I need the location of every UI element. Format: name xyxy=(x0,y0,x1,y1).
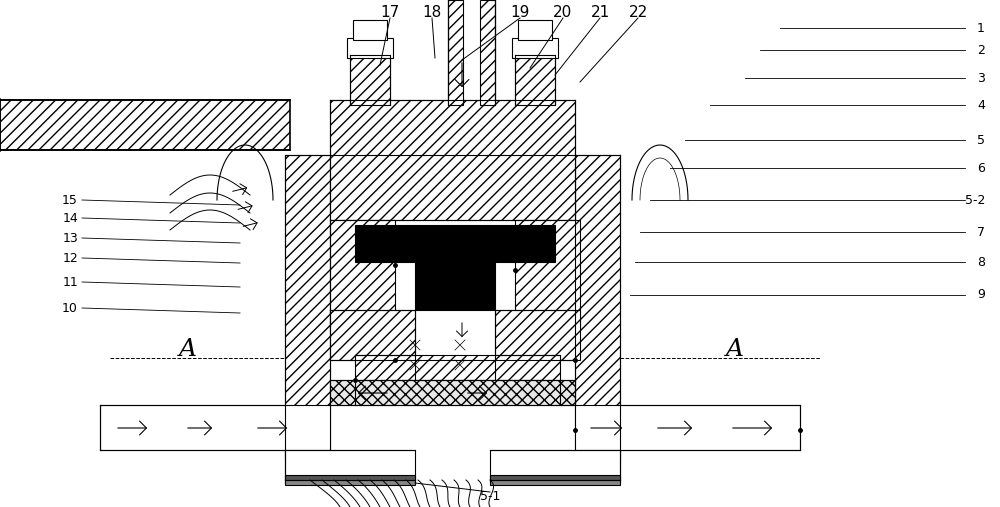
Bar xyxy=(575,155,620,460)
Bar xyxy=(330,310,415,360)
Bar xyxy=(490,475,620,483)
Bar xyxy=(330,100,575,220)
Text: 13: 13 xyxy=(62,232,78,244)
Bar xyxy=(285,480,415,485)
Bar xyxy=(330,380,575,405)
Text: A: A xyxy=(179,339,197,361)
Bar xyxy=(448,0,463,105)
Bar xyxy=(515,220,580,330)
Text: 22: 22 xyxy=(628,5,648,19)
Bar xyxy=(480,0,495,105)
Bar xyxy=(330,220,395,330)
Bar xyxy=(100,405,330,450)
Bar xyxy=(347,38,393,58)
Text: 5-2: 5-2 xyxy=(965,194,985,206)
Text: 17: 17 xyxy=(380,5,400,19)
Text: 14: 14 xyxy=(62,211,78,225)
Text: 7: 7 xyxy=(977,226,985,238)
Text: A: A xyxy=(726,339,744,361)
Bar xyxy=(495,310,580,360)
Text: 11: 11 xyxy=(62,275,78,288)
Polygon shape xyxy=(415,262,495,310)
Text: 2: 2 xyxy=(977,44,985,56)
Text: 15: 15 xyxy=(62,194,78,206)
Text: 6: 6 xyxy=(977,162,985,174)
Text: 12: 12 xyxy=(62,251,78,265)
Bar xyxy=(0,100,290,150)
Bar xyxy=(490,480,620,485)
Bar xyxy=(575,405,800,450)
Bar xyxy=(490,450,620,480)
Text: 1: 1 xyxy=(977,21,985,34)
Bar xyxy=(355,355,560,380)
Text: 20: 20 xyxy=(553,5,573,19)
Bar xyxy=(285,450,415,480)
Text: 19: 19 xyxy=(510,5,530,19)
Bar xyxy=(518,20,552,40)
Text: 21: 21 xyxy=(590,5,610,19)
Text: 4: 4 xyxy=(977,98,985,112)
Bar xyxy=(353,20,387,40)
Bar xyxy=(285,475,415,483)
Bar xyxy=(285,155,330,460)
Text: 10: 10 xyxy=(62,302,78,314)
Bar xyxy=(512,38,558,58)
Bar xyxy=(350,55,390,105)
Text: 8: 8 xyxy=(977,256,985,269)
Text: 5: 5 xyxy=(977,133,985,147)
Text: 18: 18 xyxy=(422,5,442,19)
Text: 3: 3 xyxy=(977,71,985,85)
Text: 9: 9 xyxy=(977,288,985,302)
Polygon shape xyxy=(355,225,555,262)
Bar xyxy=(515,55,555,105)
Text: 5-1: 5-1 xyxy=(480,490,500,503)
